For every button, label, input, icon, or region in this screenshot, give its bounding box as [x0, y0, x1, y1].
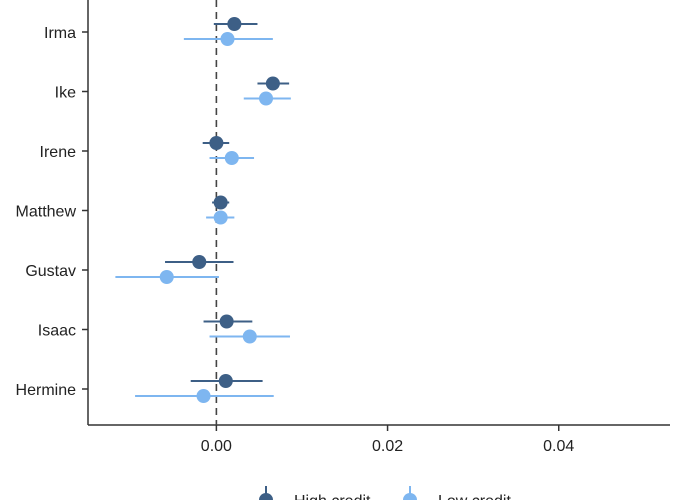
legend-key-point [259, 493, 273, 500]
point-estimate [220, 32, 235, 46]
point-estimate [242, 329, 257, 344]
legend-label: Low credit [438, 493, 511, 500]
y-tick-label: Gustav [25, 263, 76, 280]
point-estimate [192, 255, 207, 269]
y-tick-label: Matthew [16, 204, 77, 221]
x-axis: 0.00 0.02 0.04 [88, 424, 670, 455]
point-estimate [227, 17, 242, 31]
legend-item: Low credit [403, 486, 511, 500]
series-high-credit [165, 17, 290, 388]
point-estimate [259, 91, 274, 106]
y-tick-label: Irma [44, 25, 76, 42]
point-estimate [219, 314, 234, 329]
y-tick-label: Isaac [38, 323, 76, 340]
legend: High credit Low credit [259, 486, 511, 500]
point-estimate [209, 136, 224, 150]
point-estimate [265, 76, 280, 91]
legend-key-point [403, 493, 417, 500]
point-estimate [213, 210, 228, 225]
y-tick-label: Ike [55, 85, 76, 102]
series-group [115, 17, 291, 403]
x-tick-label: 0.02 [372, 438, 403, 455]
point-estimate [159, 270, 174, 284]
series-low-credit [115, 32, 291, 403]
x-tick-label: 0.04 [543, 438, 574, 455]
point-estimate [213, 195, 228, 210]
x-tick-label: 0.00 [201, 438, 232, 455]
y-tick-label: Hermine [16, 382, 77, 399]
y-tick-label: Irene [40, 144, 77, 161]
point-estimate [218, 374, 233, 388]
legend-item: High credit [259, 486, 371, 500]
point-estimate [196, 389, 211, 403]
y-axis: Irma Ike Irene Matthew Gustav Isaac Hermine [16, 0, 89, 425]
legend-label: High credit [294, 493, 371, 500]
point-estimate [224, 151, 239, 165]
